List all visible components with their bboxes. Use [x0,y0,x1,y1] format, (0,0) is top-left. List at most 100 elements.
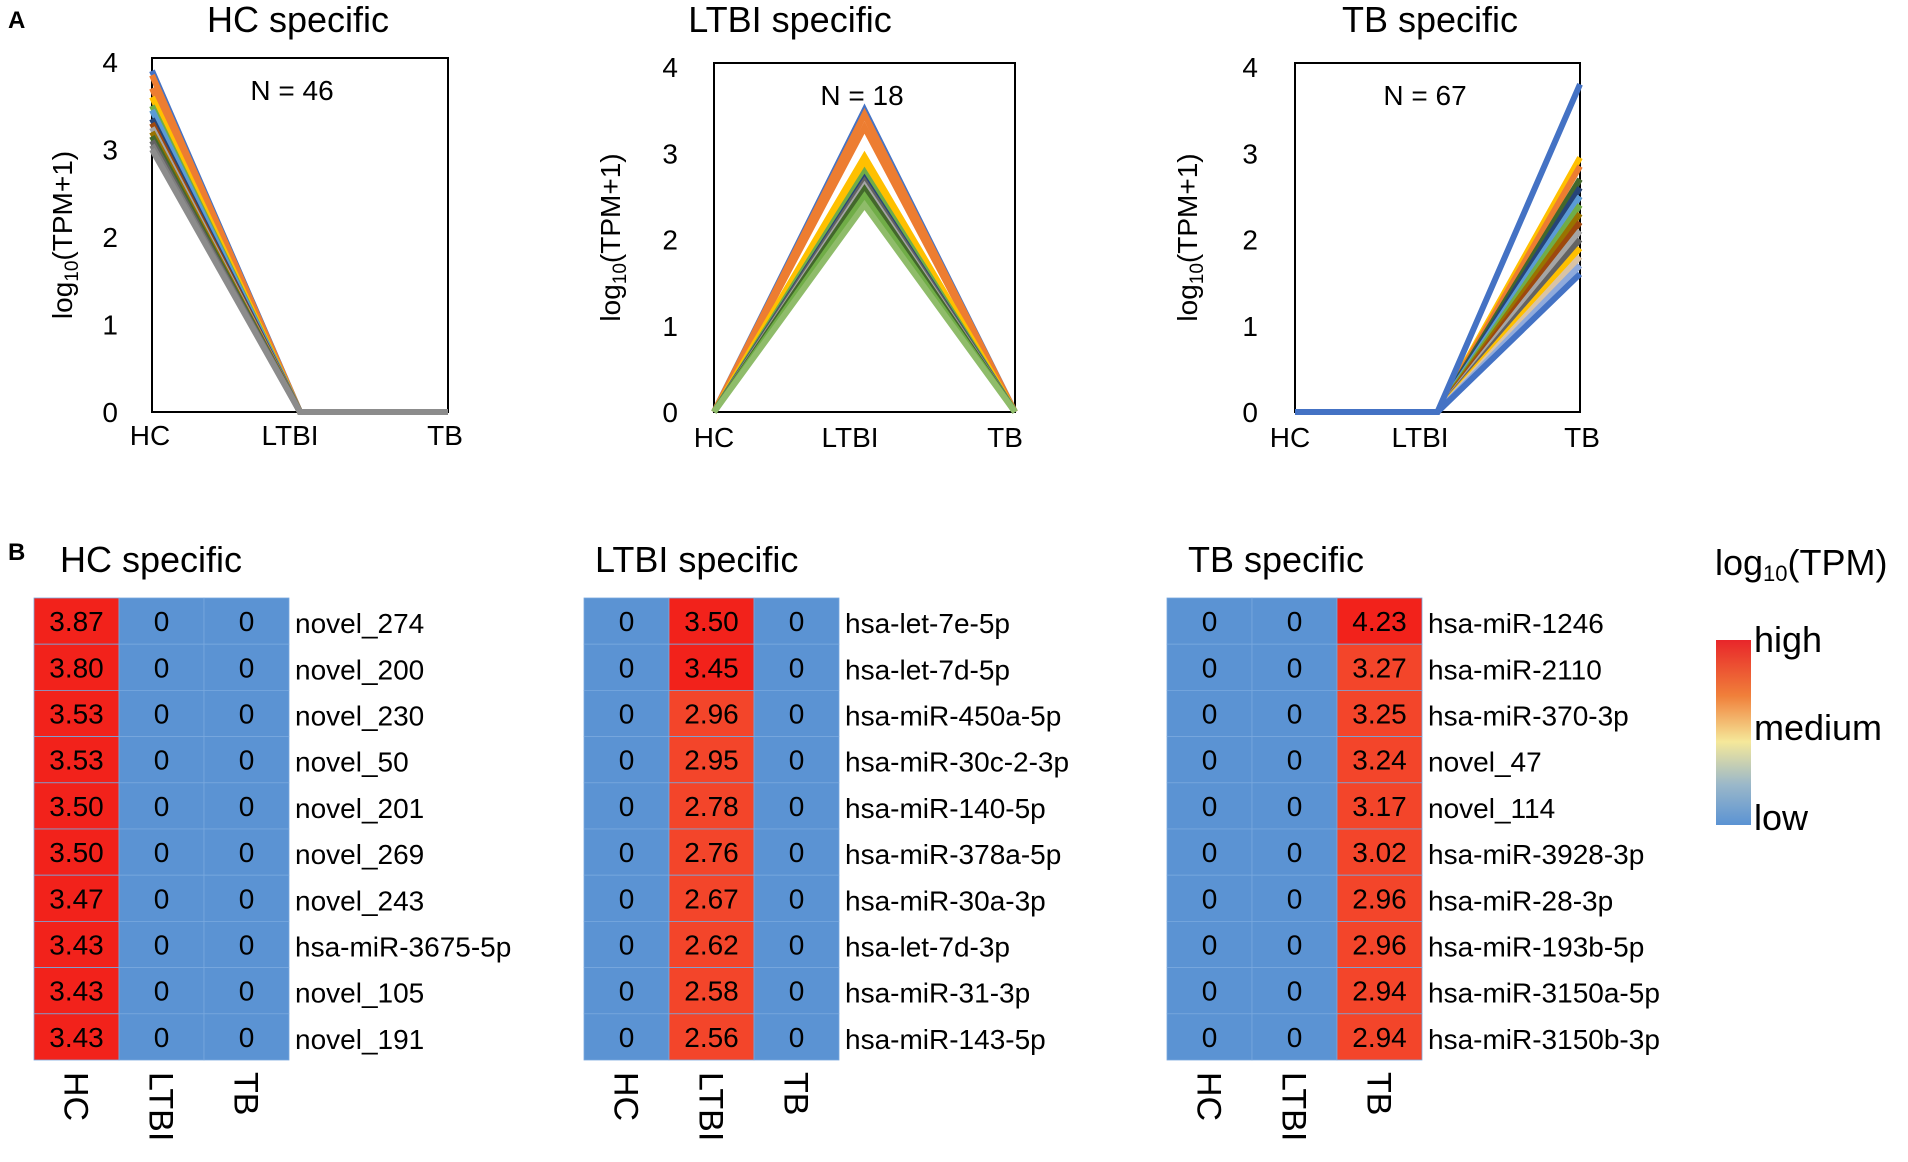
heatmap-cell [1336,921,1423,969]
heatmap-cell-value: 2.58 [684,976,739,1007]
heatmap-cell-value: 2.95 [684,745,739,776]
heatmap-cell [33,967,120,1015]
heatmap-cell-value: 3.45 [684,652,739,683]
heatmap-cell-value: 0 [1202,606,1218,637]
heatmap-cell-value: 0 [1202,883,1218,914]
heatmap-cell [753,782,840,830]
series-line [711,120,1018,414]
heatmap-cell-value: 0 [1202,976,1218,1007]
heatmap-cell-value: 2.96 [684,699,739,730]
heatmap-cell-value: 0 [619,1022,635,1053]
heatmap-cell-value: 0 [789,930,805,961]
heatmap-cell-value: 0 [1202,837,1218,868]
panel-letter-a: A [8,7,25,34]
heatmap-cell-value: 0 [154,699,170,730]
heatmap-cell-value: 0 [619,652,635,683]
heatmap-cell [1251,921,1338,969]
heatmap-column-label: TB [227,1072,265,1115]
heatmap-row-label: hsa-miR-3928-3p [1428,839,1644,870]
heatmap-cell-value: 0 [1202,1022,1218,1053]
legend-color-bar [1716,640,1751,825]
heatmap-row-label: hsa-let-7d-5p [845,654,1010,685]
y-tick-label: 1 [662,311,678,342]
heatmap-row-label: novel_105 [295,978,424,1009]
heatmap-cell [753,690,840,738]
n-label: N = 18 [820,80,903,111]
y-tick-label: 3 [662,138,678,169]
heatmap-cell [118,736,205,784]
heatmap-cell-value: 2.56 [684,1022,739,1053]
heatmap-cell-value: 0 [789,745,805,776]
heatmap-cell-value: 0 [1202,791,1218,822]
heatmap-cell [583,690,670,738]
legend-medium-label: medium [1754,707,1882,748]
heatmap-cell [668,874,755,922]
heatmap-cell [118,874,205,922]
chart-title: LTBI specific [688,0,891,40]
heatmap-cell [1336,967,1423,1015]
heatmap-cell-value: 0 [154,652,170,683]
heatmap-cell [1251,1013,1338,1061]
heatmap-cell [583,921,670,969]
heatmap-cell-value: 3.53 [49,699,104,730]
y-axis-label: log10(TPM+1) [595,153,631,321]
heatmap-cell [118,643,205,691]
heatmap-cell [583,828,670,876]
heatmap-cell-value: 0 [154,883,170,914]
heatmap-row-label: novel_191 [295,1024,424,1055]
heatmap-row-label: hsa-let-7d-3p [845,932,1010,963]
y-tick-label: 2 [102,222,118,253]
heatmap-row-label: hsa-miR-370-3p [1428,701,1629,732]
heatmap-cell [1166,643,1253,691]
series-line [711,199,1018,414]
heatmap-cell-value: 2.94 [1352,1022,1407,1053]
x-tick-label: HC [1270,422,1310,453]
heatmap-cell [753,967,840,1015]
heatmap-cell [583,967,670,1015]
y-tick-label: 2 [1242,225,1258,256]
legend-title-sub: 10 [1763,561,1787,586]
heatmap-cell-value: 0 [154,930,170,961]
heatmap-cell [668,921,755,969]
heatmap-row-label: novel_230 [295,701,424,732]
heatmap-cell-value: 0 [1287,699,1303,730]
heatmap-cell-value: 2.62 [684,930,739,961]
heatmap-cell-value: 0 [239,606,255,637]
heatmap-cell-value: 3.50 [49,837,104,868]
heatmap-row-label: novel_269 [295,839,424,870]
heatmap-cell-value: 3.50 [684,606,739,637]
heatmap-cell [583,782,670,830]
heatmap-cell-value: 4.23 [1352,606,1407,637]
heatmap-cell [203,597,290,645]
heatmap-cell-value: 0 [789,883,805,914]
heatmap-cell [33,1013,120,1061]
heatmap-cell-value: 0 [619,606,635,637]
y-tick-label: 3 [1242,138,1258,169]
heatmap-cell [203,782,290,830]
heatmap-cell-value: 0 [239,837,255,868]
heatmap-row-label: hsa-miR-3150a-5p [1428,978,1660,1009]
heatmap-row-label: hsa-miR-2110 [1428,654,1602,685]
heatmap-cell-value: 0 [239,976,255,1007]
heatmap-cell-value: 3.24 [1352,745,1407,776]
heatmap-cell [668,643,755,691]
y-tick-label: 4 [1242,52,1258,83]
heatmap-cell [1251,967,1338,1015]
x-tick-label: LTBI [1391,422,1448,453]
y-tick-label: 0 [102,397,118,428]
heatmap-cell-value: 3.43 [49,930,104,961]
heatmap-cell-value: 0 [1287,837,1303,868]
heatmap-cell-value: 3.25 [1352,699,1407,730]
heatmap-cell-value: 3.47 [49,883,104,914]
y-axis-label-log: log [595,284,626,321]
heatmap-title: HC specific [60,539,242,580]
y-tick-label: 2 [662,225,678,256]
heatmap-row-label: novel_274 [295,608,424,639]
y-tick-label: 4 [662,52,678,83]
heatmap-cell [33,597,120,645]
heatmap-cell-value: 2.96 [1352,930,1407,961]
heatmap-cell [1166,967,1253,1015]
heatmap-cell [1251,828,1338,876]
